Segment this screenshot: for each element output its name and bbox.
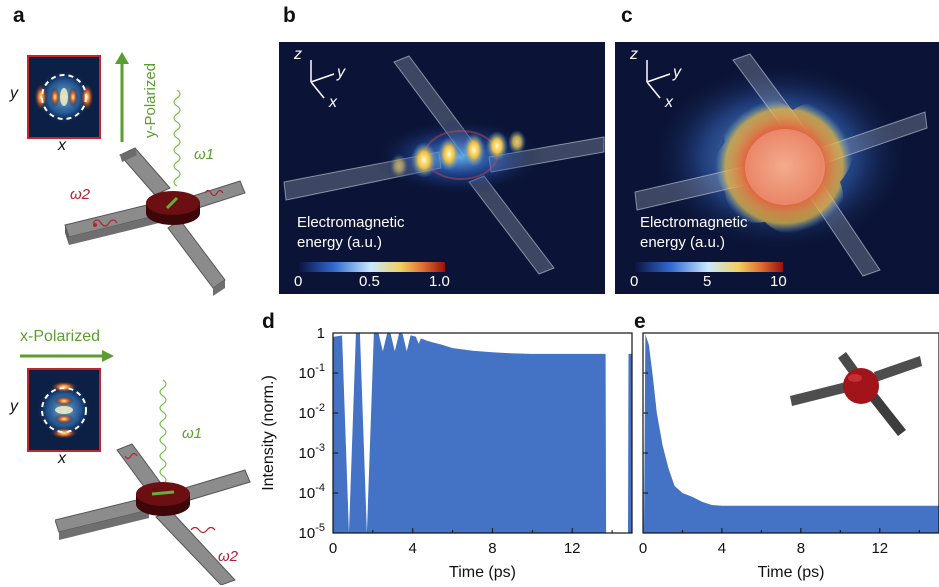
series-fill-d [333, 333, 632, 533]
oscillation-dip [341, 333, 356, 533]
panel-label-d: d [262, 310, 275, 333]
panel-c-axis-x: x [665, 94, 673, 111]
panel-label-b: b [283, 4, 296, 27]
inset-bottom-y-label: y [10, 398, 18, 415]
panel-c-simulation: z y x Electromagnetic energy (a.u.) 0 5 … [615, 42, 939, 294]
panel-b-axis-z: z [294, 46, 302, 63]
y-polarized-arrow [115, 52, 129, 142]
oscillation-dip [402, 333, 412, 352]
plot-frame-e [642, 332, 939, 534]
x-tick-label: 4 [718, 540, 726, 557]
inset-top-y-label: y [10, 85, 18, 102]
series-fill-e [643, 333, 939, 533]
x-tick-label: 12 [871, 540, 888, 557]
oscillation-dip [426, 333, 436, 337]
y-tick-label: 10-1 [299, 362, 325, 382]
oscillation-dip [474, 333, 483, 337]
panel-b-colorbar-tick: 0 [294, 273, 303, 290]
panel-b-colorbar-tick: 0.5 [359, 273, 380, 290]
panel-c-colorbar-title-1: Electromagnetic [640, 214, 748, 231]
x-tick-label: 4 [409, 540, 417, 557]
mode-inset-bottom [27, 368, 101, 452]
x-polarized-arrow [20, 350, 114, 362]
x-axis-label: Time (ps) [758, 564, 825, 581]
device-top [64, 89, 246, 296]
panel-c-colorbar-title-2: energy (a.u.) [640, 234, 726, 251]
oscillation-dip [390, 333, 400, 352]
x-tick-label: 0 [329, 540, 337, 557]
panel-b-axis-x: x [329, 94, 337, 111]
oscillation-dip [438, 333, 448, 337]
inset-top-x-label: x [58, 137, 66, 154]
chart-d: 0 4 8 12 Time (ps) 10-5 10-4 10-3 10-2 10-1 1 Inten… [260, 325, 633, 581]
panel-c-colorbar-tick: 5 [703, 273, 712, 290]
omega2-bottom: ω2 [218, 548, 239, 565]
chart-e: 0 4 8 12 Time (ps) [639, 332, 939, 581]
x-polarized-label: x-Polarized [20, 328, 101, 345]
x-axis-label: Time (ps) [449, 564, 516, 581]
panel-label-e: e [634, 310, 646, 333]
x-tick-label: 8 [797, 540, 805, 557]
y-tick-label: 10-2 [299, 402, 325, 422]
y-tick-label: 10-3 [299, 442, 325, 462]
panel-b-simulation: z y x Electromagnetic energy (a.u.) 0 0.… [279, 42, 605, 294]
omega1-bottom: ω1 [182, 425, 203, 442]
panel-b-axis-y: y [337, 64, 345, 81]
panel-c-colorbar-tick: 10 [770, 273, 787, 290]
panel-c-colorbar-tick: 0 [630, 273, 639, 290]
mode-inset-top [27, 55, 101, 139]
y-tick-label: 10-4 [299, 482, 325, 502]
panel-b-colorbar-title-1: Electromagnetic [297, 214, 405, 231]
x-tick-label: 8 [488, 540, 496, 557]
oscillation-dip [359, 333, 374, 533]
y-tick-label: 1 [317, 325, 325, 342]
omega1-top: ω1 [194, 146, 215, 163]
panel-b-colorbar-tick: 1.0 [429, 273, 450, 290]
inset-bottom-x-label: x [58, 450, 66, 467]
panel-label-c: c [621, 4, 633, 27]
oscillation-dip [378, 333, 388, 352]
panel-c-axis-z: z [630, 46, 638, 63]
panel-e-inset-device [790, 352, 922, 436]
y-tick-label: 10-5 [299, 522, 325, 542]
oscillation-dip [414, 333, 424, 344]
panel-b-colorbar-title-2: energy (a.u.) [297, 234, 383, 251]
oscillation-dip [450, 333, 459, 337]
plot-frame-d [332, 332, 633, 534]
x-tick-label: 0 [639, 540, 647, 557]
omega2-top: ω2 [70, 186, 91, 203]
oscillation-dip [462, 333, 471, 337]
panel-label-a: a [13, 4, 25, 27]
panel-a: y x y-Polarized ω1 ω2 x-Polarized [0, 0, 280, 587]
panel-c-axis-y: y [673, 64, 681, 81]
device-bottom [55, 379, 251, 585]
y-axis-label: Intensity (norm.) [260, 375, 277, 491]
x-tick-label: 12 [564, 540, 581, 557]
